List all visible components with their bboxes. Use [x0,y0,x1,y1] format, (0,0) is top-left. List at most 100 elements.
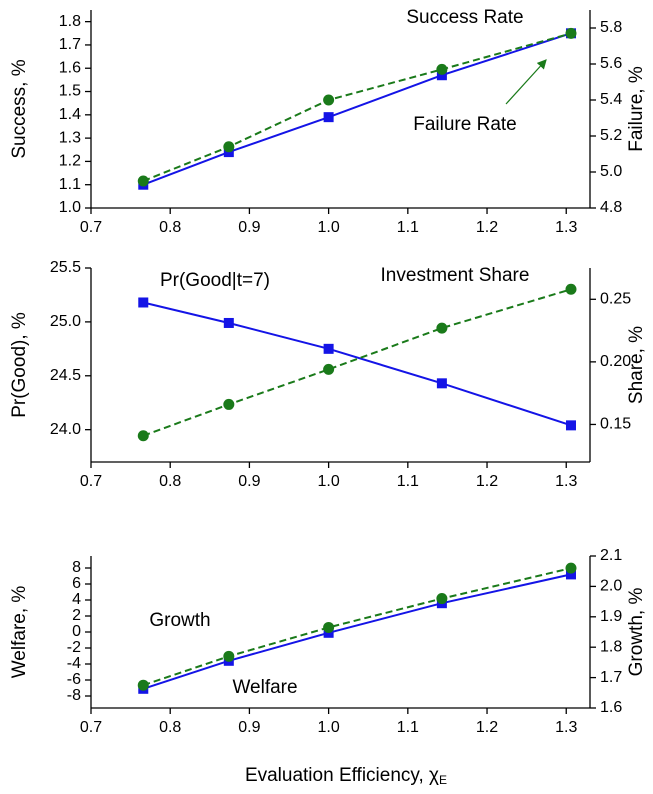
y-tick-label: 2 [72,607,81,624]
y-tick-label: -8 [67,687,81,704]
x-tick-label: 0.8 [159,473,181,490]
y2-tick-label: 0.15 [600,416,631,433]
y-axis-label: Pr(Good), % [9,312,30,418]
series-label: Pr(Good|t=7) [160,270,270,291]
y2-tick-label: 0.20 [600,353,631,370]
point [223,650,235,662]
point [223,398,235,410]
x-tick-label: 0.7 [80,719,102,736]
y-tick-label: -6 [67,671,81,688]
x-tick-label: 1.1 [397,719,419,736]
x-tick-label: 0.9 [238,719,260,736]
x-tick-label: 1.1 [397,219,419,236]
point [436,378,447,389]
y2-tick-label: 1.9 [600,608,622,625]
series-label: Growth [149,610,210,631]
point [436,322,448,334]
x-tick-label: 0.8 [159,219,181,236]
y-tick-label: 1.3 [59,129,81,146]
y-tick-label: 8 [72,559,81,576]
x-tick-label: 1.2 [476,219,498,236]
x-tick-label: 1.0 [317,219,339,236]
y-tick-label: 25.5 [50,259,81,276]
y-tick-label: 1.5 [59,83,81,100]
y-tick-label: 4 [72,591,81,608]
y2-axis-label: Share, % [626,326,647,404]
y2-tick-label: 5.2 [600,127,622,144]
point [223,317,234,328]
x-tick-label: 1.2 [476,473,498,490]
y-tick-label: 24.5 [50,367,81,384]
x-tick-label: 1.1 [397,473,419,490]
y2-tick-label: 1.8 [600,638,622,655]
point [565,562,577,574]
x-tick-label: 0.8 [159,719,181,736]
point [565,420,576,431]
y-tick-label: -2 [67,639,81,656]
point [323,343,334,354]
y-tick-label: 6 [72,575,81,592]
x-tick-label: 1.3 [555,719,577,736]
series-line [142,32,572,186]
point [137,430,149,442]
point [137,679,149,691]
x-tick-label: 1.2 [476,719,498,736]
point [565,27,577,39]
y-tick-label: 0 [72,623,81,640]
y-tick-label: 1.1 [59,176,81,193]
x-axis-label: Evaluation Efficiency, χE [245,765,447,787]
x-axis-label-sub: E [439,773,447,787]
y2-tick-label: 5.6 [600,55,622,72]
y-tick-label: 1.8 [59,13,81,30]
y2-tick-label: 5.0 [600,163,622,180]
y-tick-label: 25.0 [50,313,81,330]
point [223,141,235,153]
point [565,569,576,580]
y2-tick-label: 0.25 [600,291,631,308]
series-label: Success Rate [406,7,523,28]
series-line [142,573,572,690]
x-tick-label: 0.7 [80,219,102,236]
y2-tick-label: 5.8 [600,19,622,36]
point [138,297,149,308]
point [565,283,577,295]
x-tick-label: 1.0 [317,473,339,490]
point [323,363,335,375]
y-tick-label: -4 [67,655,81,672]
x-axis-label-main: Evaluation Efficiency, χ [245,765,439,786]
y2-axis-label: Growth, % [626,588,647,677]
y2-tick-label: 2.0 [600,578,622,595]
annotation-arrow [505,59,547,105]
point [137,175,149,187]
y2-tick-label: 5.4 [600,91,622,108]
point [436,593,448,605]
x-tick-label: 0.7 [80,473,102,490]
y-tick-label: 1.7 [59,36,81,53]
y-tick-label: 1.4 [59,106,81,123]
point [436,70,447,81]
y2-axis-label: Failure, % [626,66,647,152]
series-label: Investment Share [381,265,530,286]
series-label: Failure Rate [413,114,517,135]
y2-tick-label: 4.8 [600,199,622,216]
point [323,112,334,123]
series-line [142,288,572,437]
y-tick-label: 1.0 [59,199,81,216]
y2-tick-label: 1.6 [600,699,622,716]
y2-tick-label: 2.1 [600,547,622,564]
x-tick-label: 0.9 [238,219,260,236]
x-tick-label: 1.0 [317,719,339,736]
series-label: Welfare [232,677,297,698]
y-axis-label: Welfare, % [9,586,30,679]
x-tick-label: 1.3 [555,219,577,236]
point [323,94,335,106]
point [436,63,448,75]
series-line [142,567,572,687]
y-tick-label: 1.2 [59,153,81,170]
y2-tick-label: 1.7 [600,669,622,686]
y-tick-label: 24.0 [50,421,81,438]
x-tick-label: 1.3 [555,473,577,490]
y-axis-label: Success, % [9,59,30,158]
x-tick-label: 0.9 [238,473,260,490]
